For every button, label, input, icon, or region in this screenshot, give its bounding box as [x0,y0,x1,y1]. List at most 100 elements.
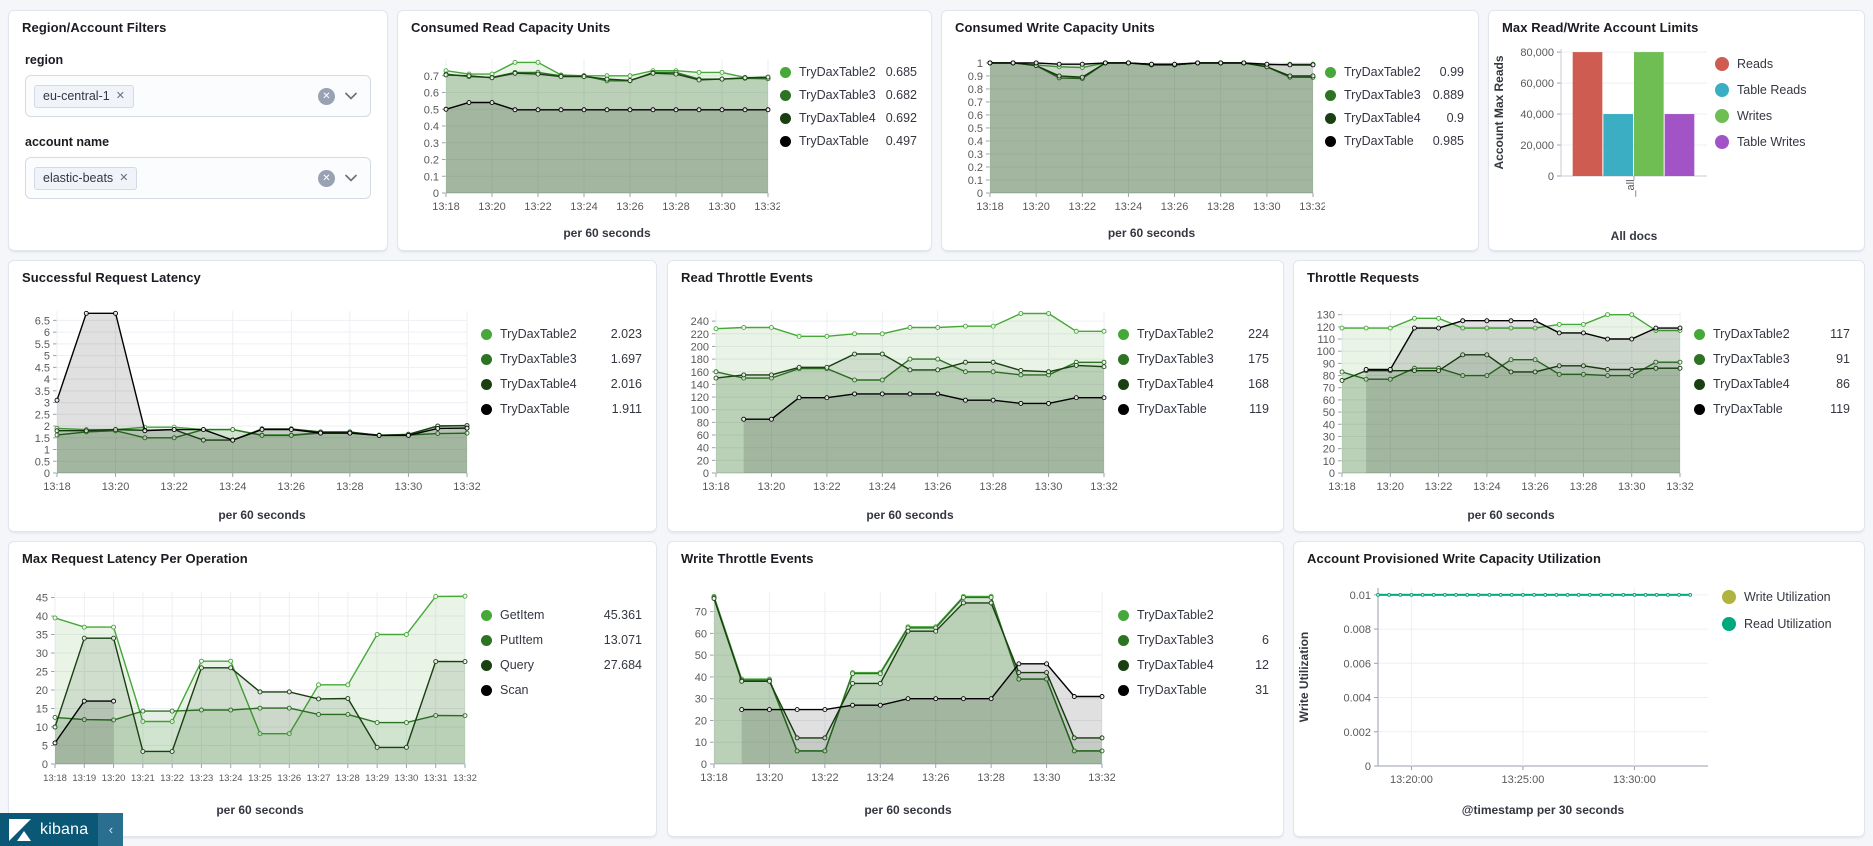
legend-item[interactable]: TryDaxTable 0.985 [1325,134,1464,148]
region-combobox[interactable]: eu-central-1 ✕ ✕ [25,75,371,117]
throttle-requests-chart: 0 10 20 30 40 50 60 70 80 90 100 110 120 130 per 60 se… [1294,285,1694,532]
svg-text:0.01: 0.01 [1350,590,1371,602]
svg-text:13:32: 13:32 [1666,481,1694,493]
account-selected-pill[interactable]: elastic-beats ✕ [34,166,138,190]
svg-text:13:28: 13:28 [336,773,360,784]
svg-text:3.5: 3.5 [35,386,50,398]
panel-title: Max Request Latency Per Operation [22,551,248,566]
legend-item[interactable]: TryDaxTable3 0.889 [1325,88,1464,102]
svg-text:13:20: 13:20 [1022,201,1050,213]
svg-text:13:18: 13:18 [432,201,460,213]
svg-text:13:32: 13:32 [453,773,477,784]
legend-item[interactable]: Scan [481,683,642,697]
legend-item[interactable]: TryDaxTable3 1.697 [481,352,642,366]
svg-text:13:22: 13:22 [1069,201,1097,213]
svg-text:13:30: 13:30 [1253,201,1281,213]
legend-item[interactable]: TryDaxTable2 [1118,608,1269,622]
legend-dot-icon [1715,135,1729,149]
clear-account-icon[interactable]: ✕ [318,169,335,187]
svg-text:50: 50 [1323,407,1335,419]
svg-text:per 60 seconds: per 60 seconds [864,803,952,817]
legend-item[interactable]: TryDaxTable2 117 [1694,327,1850,341]
legend-item[interactable]: TryDaxTable 119 [1118,402,1269,416]
svg-text:6: 6 [44,327,50,339]
legend-label: TryDaxTable2 [1137,608,1214,622]
read-throttle-chart: 0 20 40 60 80 100 120 140 160 180 200 220 240 per 60 … [668,285,1118,532]
chart-svg: 00.511.522.533.544.555.566.5 per 60 secon… [35,310,481,522]
legend-dot-icon [481,634,492,646]
svg-text:13:28: 13:28 [1570,481,1598,493]
legend-item[interactable]: TryDaxTable 119 [1694,402,1850,416]
legend-item[interactable]: TryDaxTable4 12 [1118,658,1269,672]
panel-write-capacity-utilization: Account Provisioned Write Capacity Utili… [1293,541,1865,837]
legend-item[interactable]: TryDaxTable4 0.692 [780,111,917,125]
legend-value: 2.016 [610,377,642,391]
legend-item[interactable]: TryDaxTable2 0.685 [780,65,917,79]
legend-item[interactable]: Table Writes [1715,135,1850,149]
svg-text:13:32: 13:32 [754,201,780,213]
legend-label: TryDaxTable3 [500,352,577,366]
chevron-down-icon[interactable] [344,174,358,182]
account-combobox[interactable]: elastic-beats ✕ ✕ [25,157,371,199]
svg-text:13:26: 13:26 [1521,481,1549,493]
svg-text:per 60 seconds: per 60 seconds [216,803,304,817]
legend-item[interactable]: Query 27.684 [481,658,642,672]
clear-region-icon[interactable]: ✕ [318,87,335,105]
svg-text:0: 0 [44,468,50,480]
legend-item[interactable]: TryDaxTable4 2.016 [481,377,642,391]
svg-text:0.3: 0.3 [424,138,439,150]
legend-item[interactable]: Writes [1715,109,1850,123]
legend-item[interactable]: Reads [1715,57,1850,71]
legend-item[interactable]: PutItem 13.071 [481,633,642,647]
legend-item[interactable]: GetItem 45.361 [481,608,642,622]
legend-item[interactable]: Table Reads [1715,83,1850,97]
svg-text:0.1: 0.1 [424,171,439,183]
panel-successful-request-latency: Successful Request Latency 0 0.5 1 1.5 2 2.5 3… [8,260,657,532]
legend-item[interactable]: TryDaxTable2 0.99 [1325,65,1464,79]
legend-item[interactable]: Read Utilization [1722,617,1850,631]
svg-text:3: 3 [44,398,50,410]
legend-item[interactable]: TryDaxTable2 224 [1118,327,1269,341]
collapse-nav-button[interactable]: ‹ [98,813,124,846]
legend-dot-icon [481,659,492,671]
svg-text:100: 100 [691,405,709,417]
legend-label: TryDaxTable3 [1137,633,1214,647]
legend-item[interactable]: TryDaxTable 31 [1118,683,1269,697]
region-selected-pill[interactable]: eu-central-1 ✕ [34,84,134,108]
svg-text:130: 130 [1317,310,1335,322]
svg-text:13:22: 13:22 [160,481,188,493]
chart-svg: 0 20,000 40,000 60,000 80,000 Account Max Rea… [1492,47,1707,243]
legend-item[interactable]: TryDaxTable3 0.682 [780,88,917,102]
legend-dot-icon [481,353,492,365]
legend-item[interactable]: TryDaxTable4 86 [1694,377,1850,391]
legend-dot-icon [481,328,492,340]
legend-item[interactable]: TryDaxTable3 175 [1118,352,1269,366]
svg-text:13:26: 13:26 [924,481,952,493]
chevron-down-icon[interactable] [344,92,358,100]
legend-item[interactable]: TryDaxTable4 168 [1118,377,1269,391]
svg-text:4: 4 [44,374,50,386]
svg-text:13:22: 13:22 [160,773,184,784]
legend-item[interactable]: TryDaxTable 1.911 [481,402,642,416]
legend-item[interactable]: TryDaxTable4 0.9 [1325,111,1464,125]
remove-region-icon[interactable]: ✕ [115,89,125,102]
svg-text:13:27: 13:27 [307,773,331,784]
legend-label: Reads [1737,57,1774,71]
legend-item[interactable]: Write Utilization [1722,590,1850,604]
legend-item[interactable]: TryDaxTable3 91 [1694,352,1850,366]
legend-item[interactable]: TryDaxTable3 6 [1118,633,1269,647]
legend-item[interactable]: TryDaxTable 0.497 [780,134,917,148]
legend-label: TryDaxTable [1713,402,1783,416]
chart-legend: TryDaxTable2 224 TryDaxTable3 175 TryDaxTabl… [1118,285,1283,416]
panel-title: Throttle Requests [1307,270,1420,285]
legend-value: 175 [1248,352,1269,366]
legend-item[interactable]: TryDaxTable2 2.023 [481,327,642,341]
svg-text:13:28: 13:28 [977,772,1005,784]
svg-text:35: 35 [36,630,48,642]
remove-account-icon[interactable]: ✕ [119,171,129,184]
svg-text:30: 30 [36,648,48,660]
chart-svg: 0 0.1 0.2 0.3 0.4 0.5 0.6 0.7 per 60 seconds 13:1… [424,59,782,240]
chart-svg: 0 5 10 15 20 25 30 35 40 45 per 60 seconds 13:18 13:… [36,592,477,817]
kibana-logo-icon [9,818,31,841]
